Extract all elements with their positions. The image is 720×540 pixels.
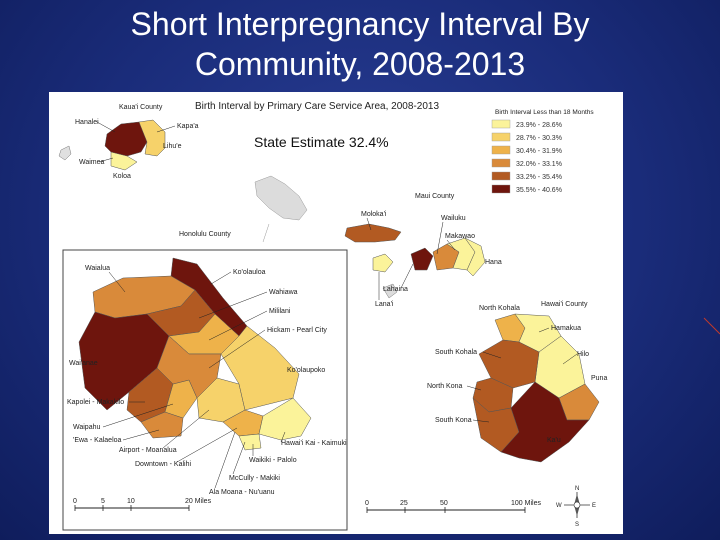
label-wahiawa: Wahiawa (269, 289, 298, 296)
kauai-hanalei-region (104, 121, 150, 157)
legend-swatch-6 (491, 184, 511, 194)
label-north-kona: North Kona (427, 383, 463, 390)
oahu-scale-0: 0 (73, 498, 77, 505)
label-molokai: Moloka'i (361, 211, 387, 218)
legend-label-3: 30.4% - 31.9% (516, 148, 562, 155)
label-hawaii-kai: Hawai'i Kai - Kaimuki (281, 440, 347, 447)
lanai-region (372, 253, 394, 273)
kauai-county-label: Kaua'i County (119, 104, 163, 111)
label-waimea: Waimea (79, 159, 105, 166)
compass-n: N (575, 486, 579, 492)
state-scale-100: 100 Miles (511, 500, 541, 507)
legend-swatch-5 (491, 171, 511, 181)
oahu-inset: Waialua Ko'olauloa Wahiawa Mililani Hick… (62, 249, 348, 531)
compass-rose-icon: N S E W (556, 486, 596, 528)
ewa-region (140, 411, 184, 439)
label-south-kona: South Kona (435, 417, 472, 424)
kau-region (500, 381, 590, 463)
label-mccully: McCully - Makiki (229, 475, 280, 482)
label-waipahu: Waipahu (73, 424, 100, 431)
label-mililani: Mililani (269, 308, 291, 315)
legend-label-2: 28.7% - 30.3% (516, 135, 562, 142)
label-lihue: Lihu'e (163, 143, 182, 150)
label-north-kohala: North Kohala (479, 305, 520, 312)
kahoolawe-island (382, 283, 398, 299)
legend-swatch-4 (491, 158, 511, 168)
honolulu-county-label: Honolulu County (179, 231, 231, 238)
label-hanalei: Hanalei (75, 119, 99, 126)
kauai-island: Kaua'i County Hanalei Kapa'a Lihu'e Waim… (58, 104, 199, 180)
label-koloa: Koloa (113, 173, 131, 180)
niihau-island (58, 145, 72, 161)
label-south-kohala: South Kohala (435, 349, 477, 356)
label-hickam: Hickam - Pearl City (267, 327, 327, 334)
slide-title: Short Interpregnancy Interval By Communi… (0, 4, 720, 84)
label-koolaupoko: Ko'olaupoko (287, 367, 325, 374)
label-lanai: Lana'i (375, 301, 394, 308)
label-airport: Airport - Moanalua (119, 447, 177, 454)
map-title: Birth Interval by Primary Care Service A… (195, 101, 439, 112)
legend-title: Birth Interval Less than 18 Months (495, 109, 594, 116)
compass-s: S (575, 522, 579, 528)
hawaii-map: Birth Interval by Primary Care Service A… (58, 101, 607, 531)
legend-label-4: 32.0% - 33.1% (516, 161, 562, 168)
label-downtown: Downtown - Kalihi (135, 461, 191, 468)
compass-e: E (592, 503, 596, 509)
label-koolauloa: Ko'olauloa (233, 269, 266, 276)
label-makawao: Makawao (445, 233, 475, 240)
label-kau: Ka'u (547, 437, 561, 444)
map-panel: Birth Interval by Primary Care Service A… (49, 92, 623, 534)
label-waianae: Wai'anae (69, 360, 98, 367)
maui-county-label: Maui County (415, 193, 455, 200)
molokai-region (344, 223, 402, 243)
label-hilo: Hilo (577, 351, 589, 358)
state-scale-0: 0 (365, 500, 369, 507)
legend-label-5: 33.2% - 35.4% (516, 174, 562, 181)
label-ewa: 'Ewa - Kalaeloa (73, 437, 122, 444)
state-scale-50: 50 (440, 500, 448, 507)
maui-county-islands: Maui County Moloka'i Wailuku Makawao Han… (344, 193, 502, 308)
legend-label-1: 23.9% - 28.6% (516, 122, 562, 129)
label-ala-moana: Ala Moana - Nu'uanu (209, 489, 275, 496)
state-estimate: State Estimate 32.4% (254, 134, 389, 150)
oahu-overview-island (254, 175, 308, 221)
west-maui-region (410, 247, 434, 271)
label-lahaina: Lahaina (383, 286, 408, 293)
label-kapolei: Kapolei - Makakilo (67, 399, 124, 406)
oahu-scale-20: 20 Miles (185, 498, 212, 505)
koolaupoko-region (220, 325, 300, 411)
waikiki-region (238, 433, 262, 451)
oahu-scale-5: 5 (101, 498, 105, 505)
label-puna: Puna (591, 375, 607, 382)
oahu-scale-10: 10 (127, 498, 135, 505)
label-kapaa: Kapa'a (177, 123, 199, 130)
legend-swatch-2 (491, 132, 511, 142)
legend-swatch-1 (491, 119, 511, 129)
slide-title-line2: Community, 2008-2013 (194, 46, 526, 82)
legend-swatch-3 (491, 145, 511, 155)
hawaii-county-label: Hawai'i County (541, 301, 588, 308)
label-hana: Hana (485, 259, 502, 266)
label-waikiki: Waikiki - Palolo (249, 457, 297, 464)
label-wailuku: Wailuku (441, 215, 466, 222)
compass-w: W (556, 503, 562, 509)
state-scale-25: 25 (400, 500, 408, 507)
slide-title-line1: Short Interpregnancy Interval By (130, 6, 590, 42)
hawaii-island: Hawai'i County North Kohala Hamakua Hilo… (427, 301, 607, 463)
legend-label-6: 35.5% - 40.6% (516, 187, 562, 194)
hana-region (464, 237, 486, 277)
oahu-scale-bar: 0 5 10 20 Miles (73, 498, 212, 511)
state-scale-bar: 0 25 50 100 Miles (365, 500, 541, 513)
legend: Birth Interval Less than 18 Months 23.9%… (491, 109, 594, 194)
kauai-kapaa-region (138, 119, 166, 157)
label-waialua: Waialua (85, 265, 110, 272)
kauai-waimea-region (110, 151, 138, 171)
hawaii-kai-region (258, 397, 312, 441)
label-hamakua: Hamakua (551, 325, 581, 332)
